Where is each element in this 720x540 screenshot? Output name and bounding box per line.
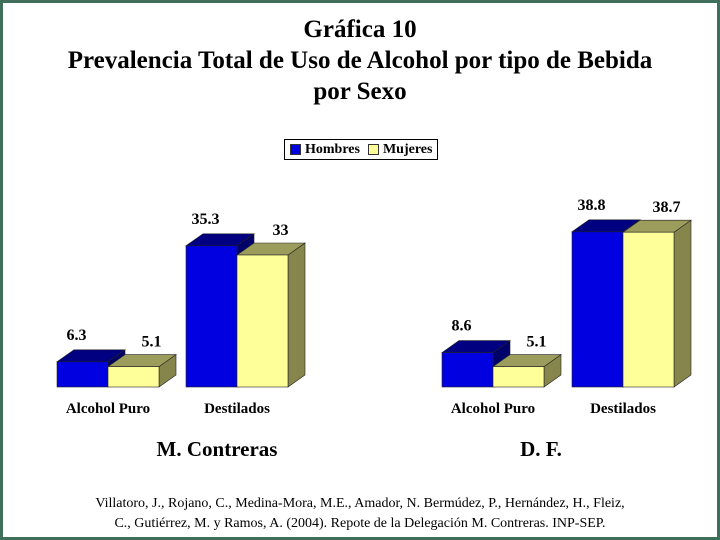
legend: Hombres Mujeres [284, 139, 439, 160]
bar-panel2-cat2-mujeres-side [673, 219, 692, 388]
bar-panel2-cat2-mujeres: 38.7 [622, 199, 692, 388]
bar-panel2-cat2-mujeres-value-label: 38.7 [653, 199, 681, 216]
title-line-3: por Sexo [313, 78, 407, 105]
title-line-1: Gráfica 10 [303, 16, 417, 43]
bar-panel1-cat2-mujeres-front [236, 254, 289, 388]
bar-panel1-cat2-mujeres: 33 [236, 222, 306, 388]
category-label-panel1-2: Destilados [204, 401, 270, 417]
legend-swatch-hombres [290, 144, 301, 155]
bar-panel1-cat2-mujeres-side [287, 242, 306, 388]
legend-item-mujeres: Mujeres [367, 141, 433, 158]
bar-panel2-cat1-mujeres: 5.1 [492, 334, 562, 388]
legend-item-hombres: Hombres [290, 142, 360, 158]
chart-title: Gráfica 10 Prevalencia Total de Uso de A… [0, 14, 720, 107]
bar-panel1-cat1-mujeres-value-label: 5.1 [142, 334, 162, 351]
bar-panel2-cat1-hombres-value-label: 8.6 [452, 318, 472, 335]
source-citation: Villatoro, J., Rojano, C., Medina-Mora, … [0, 494, 720, 534]
bar-panel2-cat2-hombres-front [571, 231, 624, 388]
bar-panel1-cat1-mujeres-front [107, 366, 160, 388]
legend-label-mujeres: Mujeres [382, 141, 433, 157]
bar-panel2-cat1-mujeres-front [492, 366, 545, 388]
source-line-1: Villatoro, J., Rojano, C., Medina-Mora, … [95, 496, 625, 511]
bar-panel1-cat2-hombres-value-label: 35.3 [192, 211, 220, 228]
source-line-2: C., Gutiérrez, M. y Ramos, A. (2004). Re… [114, 516, 606, 531]
legend-label-hombres: Hombres [305, 141, 360, 157]
bar-panel1-cat1-hombres-front [56, 361, 109, 388]
bar-panel1-cat2-hombres-front [185, 245, 238, 388]
bar-panel2-cat1-hombres-front [441, 352, 494, 388]
category-label-panel1-1: Alcohol Puro [66, 401, 150, 417]
bar-panel2-cat2-mujeres-front [622, 231, 675, 388]
bar-panel1-cat1-mujeres: 5.1 [107, 334, 177, 388]
legend-swatch-mujeres [367, 144, 379, 155]
bar-panel2-cat2-hombres-value-label: 38.8 [578, 197, 606, 214]
bar-panel1-cat2-mujeres-value-label: 33 [273, 222, 289, 239]
bar-panel1-cat1-hombres-value-label: 6.3 [67, 327, 87, 344]
panel-title-1: M. Contreras [157, 437, 278, 461]
category-label-panel2-2: Destilados [590, 401, 656, 417]
bar-panel2-cat1-mujeres-value-label: 5.1 [527, 334, 547, 351]
category-label-panel2-1: Alcohol Puro [451, 401, 535, 417]
title-line-2: Prevalencia Total de Uso de Alcohol por … [67, 47, 653, 74]
panel-title-2: D. F. [520, 437, 562, 461]
